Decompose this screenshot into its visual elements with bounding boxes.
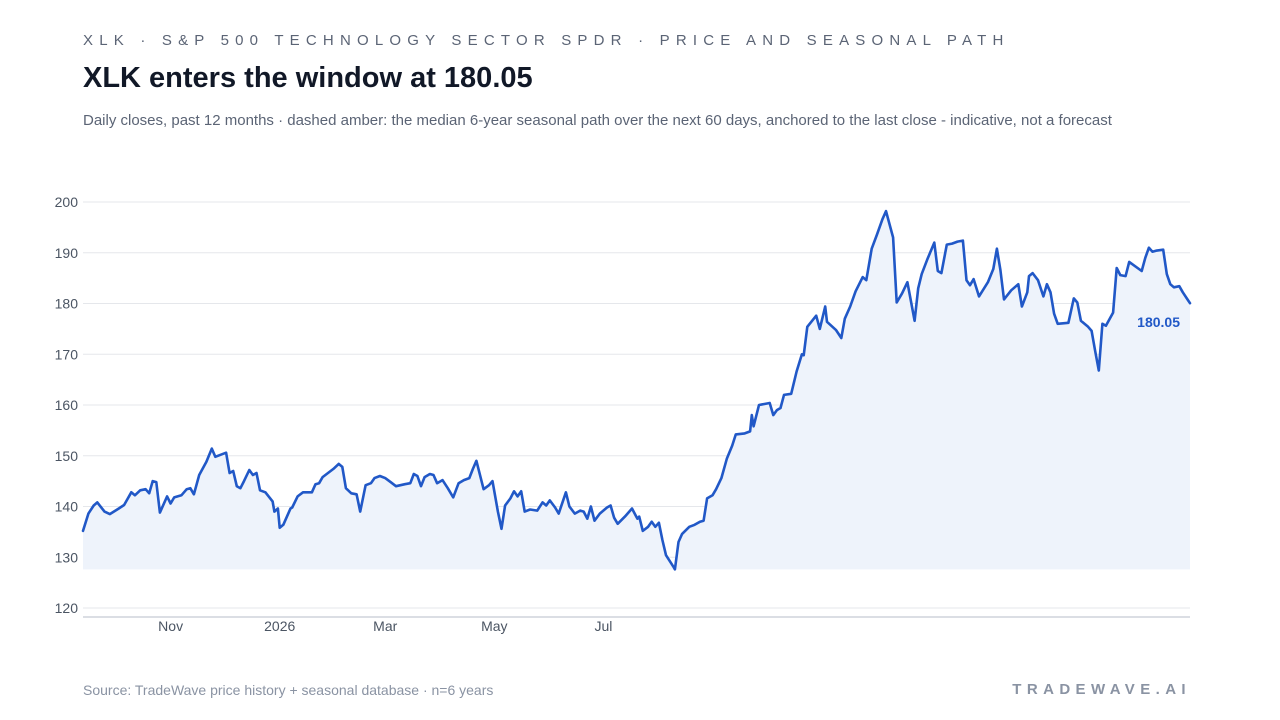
chart-eyebrow: XLK · S&P 500 TECHNOLOGY SECTOR SPDR · P… bbox=[83, 32, 1010, 49]
y-tick-label: 170 bbox=[55, 346, 79, 362]
x-tick-label: Nov bbox=[158, 618, 183, 634]
price-line bbox=[81, 209, 1192, 571]
y-tick-label: 160 bbox=[55, 397, 79, 413]
brand-wordmark: TRADEWAVE.AI bbox=[1012, 681, 1191, 698]
y-tick-label: 130 bbox=[55, 549, 79, 565]
x-tick-label: 2026 bbox=[264, 618, 295, 634]
y-tick-label: 200 bbox=[55, 194, 79, 210]
price-area bbox=[83, 211, 1190, 570]
chart-title: XLK enters the window at 180.05 bbox=[83, 62, 533, 94]
x-tick-label: May bbox=[481, 618, 507, 634]
chart-subtitle: Daily closes, past 12 months · dashed am… bbox=[83, 112, 1112, 129]
x-tick-label: Mar bbox=[373, 618, 397, 634]
y-tick-label: 190 bbox=[55, 245, 79, 261]
y-tick-label: 150 bbox=[55, 448, 79, 464]
x-tick-label: Jul bbox=[594, 618, 612, 634]
y-tick-label: 180 bbox=[55, 296, 79, 312]
y-tick-label: 140 bbox=[55, 499, 79, 515]
y-tick-label: 120 bbox=[55, 600, 79, 616]
source-note: Source: TradeWave price history + season… bbox=[83, 682, 494, 698]
last-value-label: 180.05 bbox=[1137, 314, 1180, 330]
